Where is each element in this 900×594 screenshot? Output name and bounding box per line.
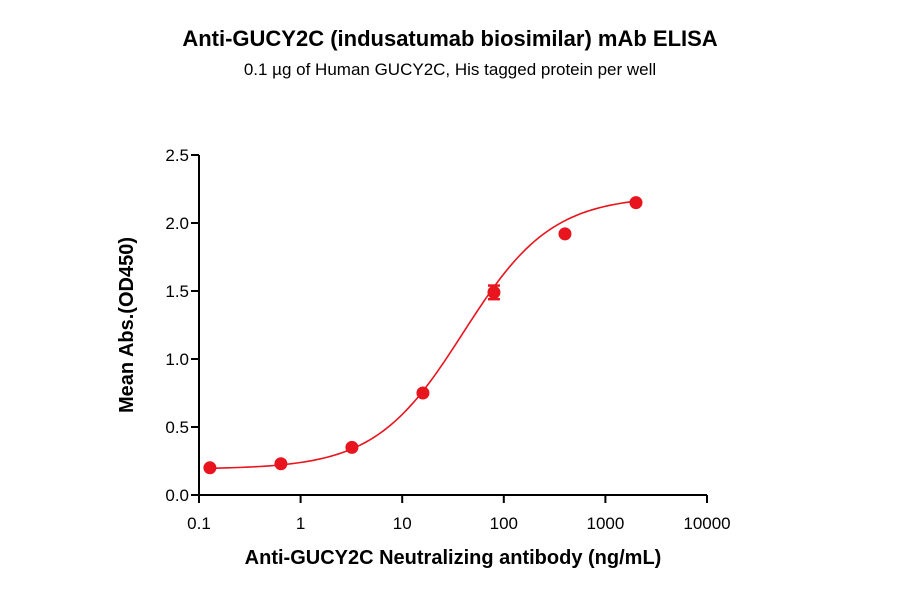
y-tick-label: 0.5 bbox=[165, 418, 189, 437]
y-tick-label: 1.5 bbox=[165, 282, 189, 301]
data-point bbox=[487, 285, 501, 299]
y-tick-label: 2.5 bbox=[165, 146, 189, 165]
data-point bbox=[203, 461, 217, 475]
data-point bbox=[274, 457, 288, 471]
chart-subtitle: 0.1 µg of Human GUCY2C, His tagged prote… bbox=[243, 60, 657, 79]
data-point bbox=[558, 227, 572, 241]
x-tick-label: 1000 bbox=[586, 514, 624, 533]
fit-curve bbox=[209, 200, 637, 470]
x-tick-label: 100 bbox=[490, 514, 518, 533]
y-tick-label: 2.0 bbox=[165, 214, 189, 233]
y-tick-label: 0.0 bbox=[165, 486, 189, 505]
x-tick-label: 0.1 bbox=[187, 514, 211, 533]
axes: 0.0 0.5 1.0 1.5 2.0 2.5 0.1 1 10 100 1000 10000 bbox=[165, 146, 730, 533]
y-tick-label: 1.0 bbox=[165, 350, 189, 369]
x-tick-label: 10 bbox=[393, 514, 412, 533]
x-tick-label: 10000 bbox=[683, 514, 730, 533]
data-point bbox=[629, 196, 643, 210]
data-point bbox=[416, 386, 430, 400]
x-tick-label: 1 bbox=[296, 514, 305, 533]
data-points-group bbox=[203, 196, 643, 475]
data-point bbox=[345, 440, 359, 454]
y-axis-title: Mean Abs.(OD450) bbox=[116, 237, 138, 413]
x-axis-title: Anti-GUCY2C Neutralizing antibody (ng/mL… bbox=[245, 547, 662, 569]
fit-curve-group bbox=[209, 200, 637, 470]
chart-title: Anti-GUCY2C (indusatumab biosimilar) mAb… bbox=[182, 26, 718, 51]
